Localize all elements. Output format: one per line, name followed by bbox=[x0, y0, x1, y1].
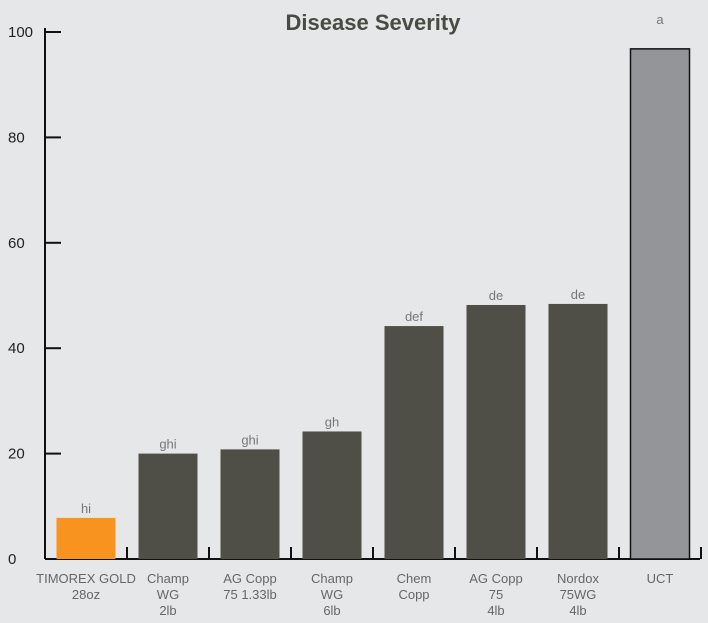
x-category-label-line: 75 bbox=[489, 587, 503, 602]
significance-letter: de bbox=[571, 287, 585, 302]
x-category-label: Champ WG 6lb bbox=[311, 571, 353, 618]
x-category-label-line: 4lb bbox=[487, 603, 504, 618]
y-tick-label: 0 bbox=[8, 551, 16, 568]
x-category-label-line: Champ bbox=[311, 571, 353, 586]
bars bbox=[56, 48, 691, 560]
x-category-label-line: Copp bbox=[398, 587, 429, 602]
x-category-label-line: TIMOREX GOLD bbox=[36, 571, 136, 586]
significance-letter: ghi bbox=[241, 432, 258, 447]
x-category-label: Nordox 75WG 4lb bbox=[557, 571, 599, 618]
y-tick-label: 20 bbox=[8, 446, 25, 463]
x-category-label-line: WG bbox=[157, 587, 179, 602]
x-category-label: UCT bbox=[647, 571, 674, 586]
bar bbox=[466, 304, 526, 559]
significance-letter: def bbox=[405, 309, 423, 324]
y-tick-label: 40 bbox=[8, 340, 25, 357]
bar bbox=[56, 517, 116, 559]
significance-letter: gh bbox=[325, 414, 339, 429]
x-category-label: Chem Copp bbox=[397, 571, 432, 602]
x-category-label-line: AG Copp bbox=[469, 571, 522, 586]
x-category-label: TIMOREX GOLD 28oz bbox=[36, 571, 136, 602]
significance-letter: a bbox=[656, 12, 664, 27]
x-category-label-line: 28oz bbox=[72, 587, 100, 602]
x-category-label-line: UCT bbox=[647, 571, 674, 586]
x-category-label-line: 4lb bbox=[569, 603, 586, 618]
y-tick-label: 60 bbox=[8, 235, 25, 252]
y-tick-label: 100 bbox=[8, 24, 33, 41]
bar bbox=[629, 48, 691, 560]
x-category-label: AG Copp 75 4lb bbox=[469, 571, 522, 618]
x-category-label-line: AG Copp bbox=[223, 571, 276, 586]
bar bbox=[302, 431, 362, 559]
x-category-label-line: 75 1.33lb bbox=[223, 587, 277, 602]
significance-letter: de bbox=[489, 288, 503, 303]
x-category-label-line: WG bbox=[321, 587, 343, 602]
x-category-label-line: 6lb bbox=[323, 603, 340, 618]
chart-title: Disease Severity bbox=[286, 10, 462, 35]
x-category-label-line: Chem bbox=[397, 571, 432, 586]
significance-letter: ghi bbox=[159, 437, 176, 452]
y-tick-label: 80 bbox=[8, 129, 25, 146]
significance-letter: hi bbox=[81, 501, 91, 516]
bar bbox=[384, 326, 444, 559]
x-category-label-line: 2lb bbox=[159, 603, 176, 618]
x-category-label: Champ WG 2lb bbox=[147, 571, 189, 618]
bar bbox=[138, 453, 198, 559]
x-category-label: AG Copp 75 1.33lb bbox=[223, 571, 277, 602]
x-category-label-line: Nordox bbox=[557, 571, 599, 586]
x-category-label-line: Champ bbox=[147, 571, 189, 586]
bar bbox=[220, 449, 280, 559]
bar bbox=[548, 303, 608, 559]
x-category-label-line: 75WG bbox=[560, 587, 597, 602]
